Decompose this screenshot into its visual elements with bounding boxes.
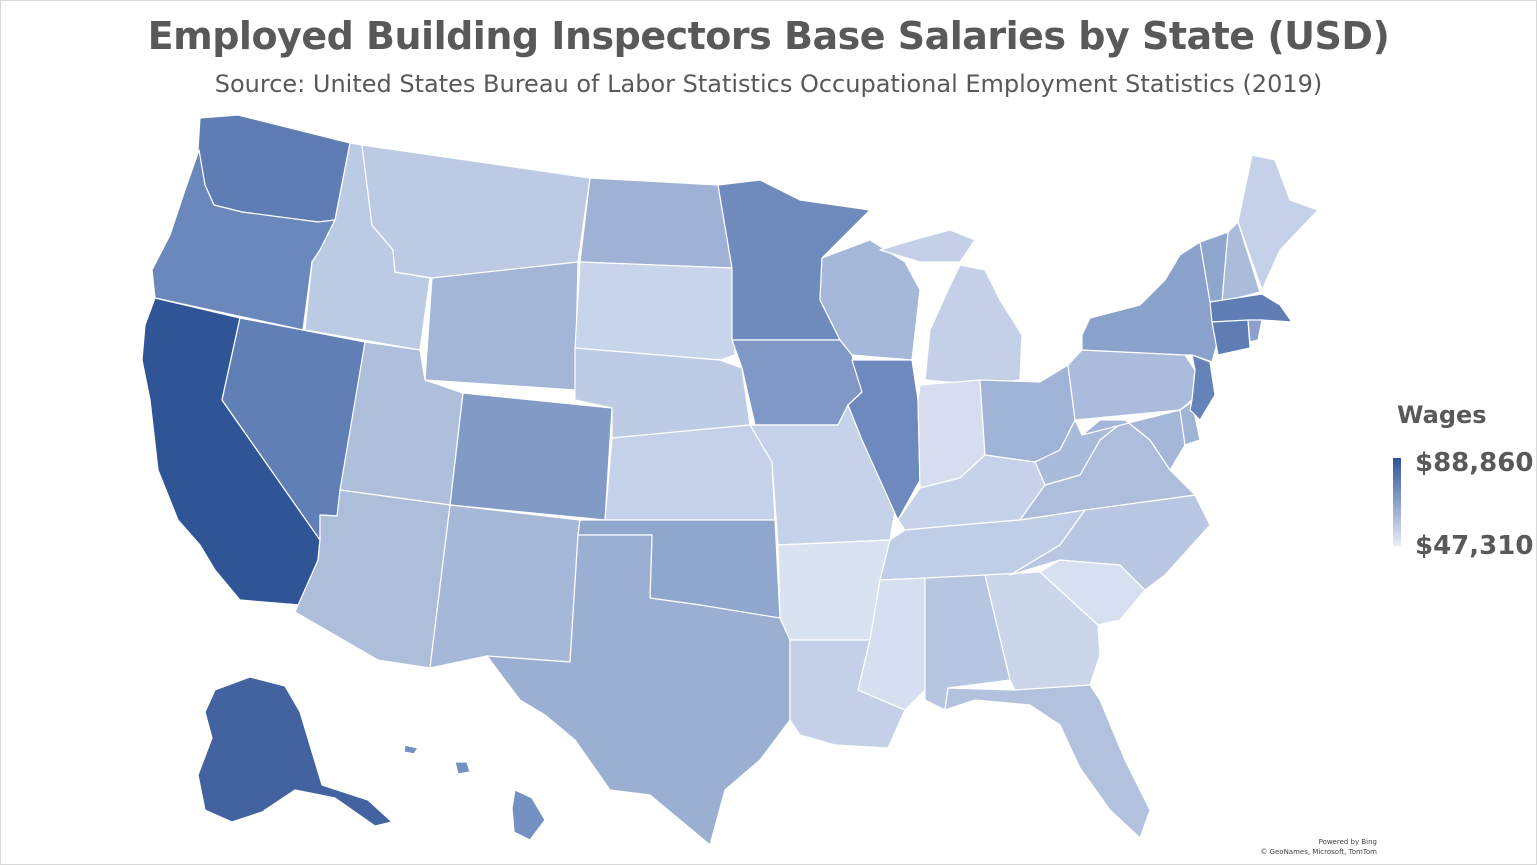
state-MT — [361, 144, 591, 279]
state-RI — [1247, 319, 1263, 343]
state-DE — [1179, 401, 1201, 446]
state-SD — [574, 261, 736, 361]
state-HI — [403, 744, 546, 841]
credit-attribution: © GeoNames, Microsoft, TomTom — [1260, 848, 1377, 856]
state-TX — [486, 534, 791, 846]
state-NJ — [1189, 354, 1216, 421]
state-NM — [429, 504, 581, 669]
state-WA — [197, 114, 351, 223]
state-NH — [1221, 221, 1261, 303]
state-KS — [604, 424, 776, 521]
legend-title: Wages — [1397, 401, 1487, 429]
chart-title: Employed Building Inspectors Base Salari… — [147, 14, 1390, 58]
state-NC — [1009, 494, 1211, 591]
legend-max-label: $88,860 — [1415, 448, 1534, 478]
state-NY — [1081, 241, 1219, 363]
state-AK — [197, 676, 393, 827]
state-ND — [579, 177, 733, 269]
state-CO — [449, 392, 613, 521]
credit-powered-by: Powered by Bing — [1318, 838, 1377, 846]
state-IA — [731, 339, 863, 426]
state-CT — [1211, 319, 1251, 356]
state-MO — [749, 404, 896, 546]
state-FL — [944, 684, 1151, 839]
state-PA — [1067, 349, 1196, 421]
legend-color-scale — [1393, 458, 1401, 546]
legend-min-label: $47,310 — [1415, 531, 1534, 561]
chart-subtitle: Source: United States Bureau of Labor St… — [214, 70, 1323, 98]
state-ME — [1237, 154, 1319, 291]
state-WY — [424, 261, 579, 391]
